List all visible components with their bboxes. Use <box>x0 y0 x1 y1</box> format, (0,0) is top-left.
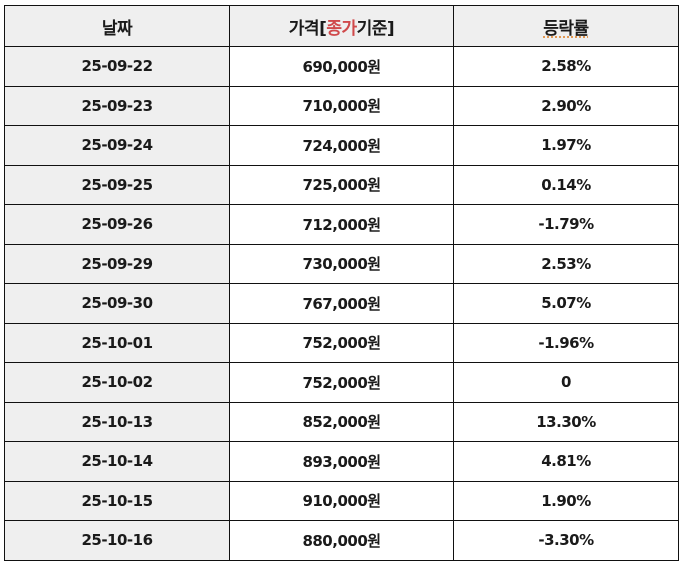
price-cell: 710,000원 <box>229 85 454 126</box>
table-row: 25-10-15 910,000원 1.90% <box>4 480 679 521</box>
change-cell: -1.79% <box>453 204 679 245</box>
header-price-suffix: 기준] <box>356 18 395 39</box>
table-row: 25-09-26 712,000원 -1.79% <box>4 204 679 245</box>
table-row: 25-09-25 725,000원 0.14% <box>4 164 679 205</box>
table-row: 25-10-02 752,000원 0 <box>4 362 679 403</box>
table-row: 25-09-22 690,000원 2.58% <box>4 46 679 87</box>
price-cell: 752,000원 <box>229 322 454 363</box>
price-cell: 690,000원 <box>229 46 454 87</box>
date-cell: 25-10-15 <box>4 480 230 521</box>
price-cell: 752,000원 <box>229 362 454 403</box>
table-row: 25-10-01 752,000원 -1.96% <box>4 322 679 363</box>
date-cell: 25-09-30 <box>4 283 230 324</box>
price-cell: 712,000원 <box>229 204 454 245</box>
date-cell: 25-09-26 <box>4 204 230 245</box>
change-cell: 1.90% <box>453 480 679 521</box>
date-cell: 25-09-29 <box>4 243 230 284</box>
date-cell: 25-10-01 <box>4 322 230 363</box>
change-cell: 13.30% <box>453 401 679 442</box>
table-row: 25-10-16 880,000원 -3.30% <box>4 520 679 561</box>
price-cell: 725,000원 <box>229 164 454 205</box>
stock-price-table: 날짜 가격[종가기준] 등락률 25-09-22 690,000원 2.58% 25-… <box>4 5 679 561</box>
date-cell: 25-10-16 <box>4 520 230 561</box>
table-row: 25-09-29 730,000원 2.53% <box>4 243 679 284</box>
header-price-prefix: 가격[ <box>288 18 327 39</box>
change-cell: 0 <box>453 362 679 403</box>
change-cell: 5.07% <box>453 283 679 324</box>
price-cell: 767,000원 <box>229 283 454 324</box>
date-cell: 25-09-22 <box>4 46 230 87</box>
date-cell: 25-09-23 <box>4 85 230 126</box>
change-cell: -3.30% <box>453 520 679 561</box>
date-cell: 25-10-13 <box>4 401 230 442</box>
date-cell: 25-09-25 <box>4 164 230 205</box>
change-cell: 2.90% <box>453 85 679 126</box>
header-price: 가격[종가기준] <box>229 5 454 47</box>
table-row: 25-10-14 893,000원 4.81% <box>4 441 679 482</box>
price-cell: 910,000원 <box>229 480 454 521</box>
header-price-accent: 종가 <box>326 18 357 39</box>
header-date: 날짜 <box>4 5 230 47</box>
date-cell: 25-10-02 <box>4 362 230 403</box>
header-row: 날짜 가격[종가기준] 등락률 <box>4 5 679 47</box>
change-cell: 4.81% <box>453 441 679 482</box>
price-cell: 880,000원 <box>229 520 454 561</box>
change-cell: 0.14% <box>453 164 679 205</box>
header-change: 등락률 <box>453 5 679 47</box>
table-row: 25-09-24 724,000원 1.97% <box>4 125 679 166</box>
change-cell: 2.58% <box>453 46 679 87</box>
table-row: 25-09-23 710,000원 2.90% <box>4 85 679 126</box>
price-cell: 730,000원 <box>229 243 454 284</box>
price-cell: 724,000원 <box>229 125 454 166</box>
table-row: 25-09-30 767,000원 5.07% <box>4 283 679 324</box>
header-change-label: 등락률 <box>543 18 589 39</box>
price-cell: 893,000원 <box>229 441 454 482</box>
change-cell: 2.53% <box>453 243 679 284</box>
date-cell: 25-10-14 <box>4 441 230 482</box>
change-cell: -1.96% <box>453 322 679 363</box>
change-cell: 1.97% <box>453 125 679 166</box>
date-cell: 25-09-24 <box>4 125 230 166</box>
table-row: 25-10-13 852,000원 13.30% <box>4 401 679 442</box>
price-cell: 852,000원 <box>229 401 454 442</box>
